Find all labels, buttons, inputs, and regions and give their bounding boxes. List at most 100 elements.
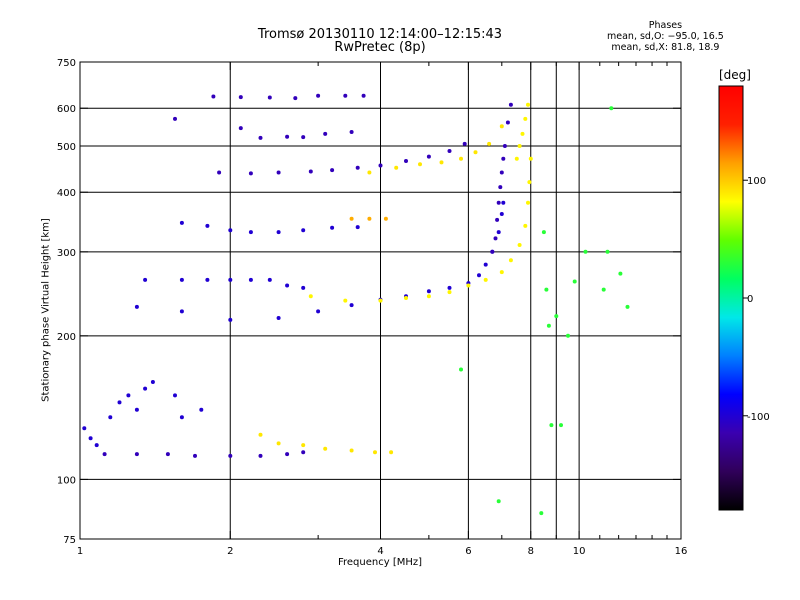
data-point [559, 423, 563, 428]
data-point [566, 333, 570, 338]
data-point [378, 298, 383, 303]
data-point [373, 450, 377, 455]
colorbar [718, 85, 744, 511]
data-point [330, 168, 335, 173]
x-tick-label: 6 [465, 546, 471, 557]
data-point [426, 294, 431, 299]
data-point [165, 452, 170, 457]
data-point [179, 277, 184, 282]
x-tick-label: 10 [573, 546, 586, 557]
data-point [549, 423, 554, 428]
y-tick-label: 400 [57, 188, 76, 199]
data-point [134, 452, 139, 457]
data-point [498, 185, 503, 190]
data-point [508, 102, 513, 107]
data-point [276, 170, 281, 175]
data-point [238, 126, 243, 131]
data-point [505, 120, 510, 125]
data-point [501, 200, 506, 205]
data-point [179, 220, 184, 225]
data-point [605, 249, 610, 254]
data-point [248, 230, 253, 235]
data-point [389, 450, 394, 455]
data-point [493, 236, 498, 241]
data-point [88, 436, 93, 441]
data-point [276, 316, 281, 320]
data-point [508, 258, 513, 263]
data-point [378, 163, 383, 168]
data-point [526, 200, 530, 205]
data-point [523, 223, 528, 228]
data-point [258, 432, 263, 437]
data-point [361, 93, 366, 98]
data-point [439, 160, 444, 165]
data-point [546, 323, 551, 328]
data-point [238, 95, 243, 100]
x-tick-label: 2 [227, 546, 233, 557]
data-point [499, 212, 504, 216]
data-point [349, 130, 354, 134]
data-point [625, 304, 630, 309]
data-point [426, 154, 431, 159]
data-point [517, 243, 522, 247]
data-point [526, 102, 530, 107]
x-tick-label: 4 [377, 546, 383, 557]
data-point [285, 452, 290, 457]
data-point [473, 150, 478, 155]
data-point [267, 95, 272, 100]
y-tick-label: 600 [57, 104, 76, 115]
data-point [343, 93, 348, 98]
data-point [514, 156, 519, 161]
data-point [541, 230, 546, 235]
data-point [499, 270, 504, 275]
data-point [108, 415, 113, 420]
data-point [355, 225, 360, 230]
data-point [517, 144, 522, 148]
data-point [583, 249, 588, 254]
data-points [82, 93, 630, 516]
data-point [308, 294, 313, 299]
data-point [459, 367, 463, 372]
data-point [199, 407, 204, 412]
y-tick-label: 750 [57, 58, 76, 69]
data-point [293, 96, 298, 101]
data-point [447, 290, 452, 295]
data-point [179, 415, 184, 420]
data-point [143, 386, 148, 391]
data-point [316, 309, 321, 314]
data-point [502, 144, 507, 148]
data-point [134, 407, 139, 412]
colorbar-unit-label: [deg] [719, 68, 751, 82]
y-tick-label: 100 [57, 475, 76, 486]
data-point [258, 453, 263, 458]
data-point [228, 453, 233, 458]
data-point [367, 170, 372, 175]
phase-stats-x: mean, sd,X: 81.8, 18.9 [611, 42, 720, 53]
data-point [301, 135, 306, 140]
data-point [496, 200, 501, 205]
data-point [276, 230, 281, 235]
data-point [102, 452, 107, 457]
data-point [466, 283, 471, 288]
colorbar-tick-label: -100 [747, 412, 770, 423]
data-point [394, 165, 399, 170]
data-point [323, 131, 328, 136]
data-point [258, 135, 263, 140]
data-point [418, 162, 422, 167]
phase-stats-o: mean, sd,O: −95.0, 16.5 [607, 31, 724, 42]
data-point [173, 393, 177, 398]
colorbar-ticks: 100 0 -100 [743, 176, 770, 423]
chart-title: Tromsø 20130110 12:14:00–12:15:43 [257, 27, 503, 42]
data-point [490, 249, 495, 254]
y-tick-label: 300 [57, 248, 76, 259]
data-point [349, 303, 354, 308]
data-point [343, 298, 348, 303]
data-point [150, 380, 155, 384]
data-point [495, 217, 500, 222]
data-point [447, 285, 452, 290]
data-point [483, 277, 488, 282]
data-point [316, 93, 321, 98]
data-point [330, 225, 335, 230]
data-point [496, 230, 501, 235]
data-point [609, 106, 614, 111]
